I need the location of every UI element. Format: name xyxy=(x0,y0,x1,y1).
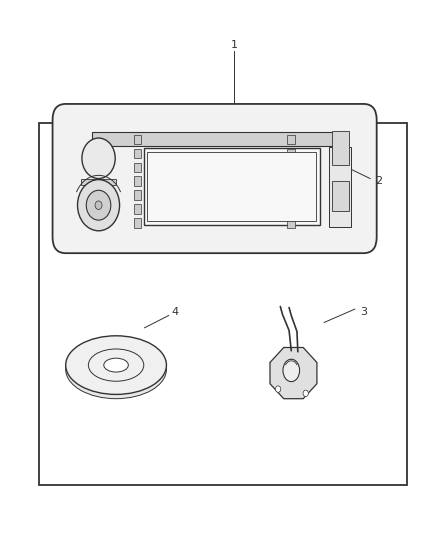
Ellipse shape xyxy=(66,336,166,394)
Bar xyxy=(332,181,349,211)
Text: 2: 2 xyxy=(375,176,382,186)
Bar xyxy=(134,190,141,200)
Bar xyxy=(287,204,295,214)
Bar xyxy=(287,149,295,158)
Bar xyxy=(134,176,141,186)
Polygon shape xyxy=(270,348,317,399)
Text: 1: 1 xyxy=(231,41,238,50)
Bar xyxy=(92,132,337,146)
Ellipse shape xyxy=(66,340,166,399)
Bar xyxy=(335,134,346,144)
Bar xyxy=(134,163,141,172)
Bar xyxy=(287,176,295,186)
Bar xyxy=(287,218,295,228)
Bar xyxy=(287,135,295,144)
Ellipse shape xyxy=(88,349,144,381)
Bar xyxy=(287,163,295,172)
Text: 3: 3 xyxy=(360,307,367,317)
Bar xyxy=(134,149,141,158)
Bar xyxy=(329,147,351,227)
Ellipse shape xyxy=(283,359,300,382)
Bar xyxy=(134,204,141,214)
Text: 4: 4 xyxy=(172,307,179,317)
Bar xyxy=(134,218,141,228)
Ellipse shape xyxy=(104,358,128,372)
Bar xyxy=(287,190,295,200)
Bar xyxy=(332,131,349,165)
Circle shape xyxy=(78,180,120,231)
Bar xyxy=(134,135,141,144)
Circle shape xyxy=(86,190,111,220)
Circle shape xyxy=(276,386,281,392)
Circle shape xyxy=(95,201,102,209)
Circle shape xyxy=(82,138,115,179)
Circle shape xyxy=(303,390,308,397)
Bar xyxy=(81,179,116,185)
Bar xyxy=(144,148,320,225)
FancyBboxPatch shape xyxy=(53,104,377,253)
Bar xyxy=(39,123,407,485)
Bar xyxy=(147,152,316,221)
